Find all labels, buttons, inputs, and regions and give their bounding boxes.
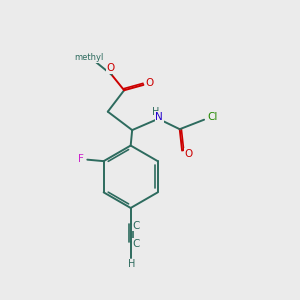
Text: N: N <box>155 112 163 122</box>
Text: H: H <box>128 259 136 269</box>
Text: O: O <box>185 148 193 159</box>
Text: C: C <box>132 238 140 249</box>
Text: O: O <box>106 63 114 73</box>
Text: O: O <box>146 78 154 88</box>
Text: Cl: Cl <box>208 112 218 122</box>
Text: C: C <box>132 221 140 231</box>
Text: F: F <box>78 154 84 164</box>
Text: methyl: methyl <box>74 53 103 62</box>
Text: H: H <box>152 107 160 117</box>
